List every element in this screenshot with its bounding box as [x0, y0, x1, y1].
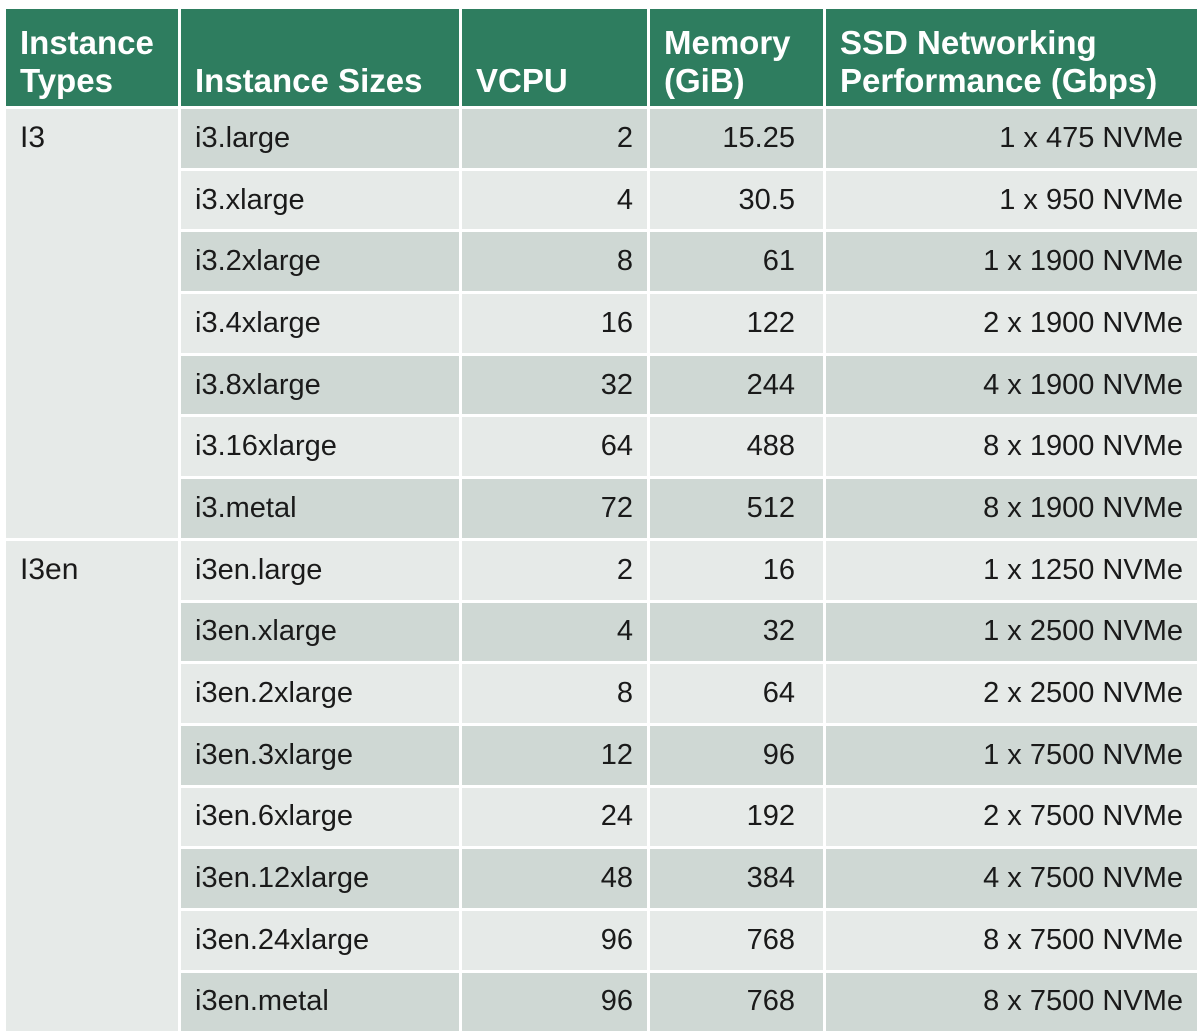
ssd-networking-cell: 4 x 1900 NVMe [823, 352, 1200, 418]
ssd-networking-cell: 2 x 1900 NVMe [823, 291, 1200, 356]
vcpu-cell: 2 [459, 106, 650, 171]
vcpu-cell: 2 [459, 537, 650, 603]
instance-size-cell: i3.8xlarge [178, 352, 462, 418]
vcpu-cell: 96 [459, 907, 650, 973]
table-row: i3en.12xlarge 48 384 4 x 7500 NVMe [5, 846, 1200, 911]
header-instance-types: Instance Types [3, 6, 181, 109]
instance-size-cell: i3en.6xlarge [178, 784, 462, 850]
ssd-networking-cell: 1 x 950 NVMe [823, 167, 1200, 233]
instance-size-cell: i3en.3xlarge [178, 722, 462, 788]
table-body: I3 i3.large 2 15.25 1 x 475 NVMe i3.xlarge 4 30… [3, 106, 1200, 1035]
memory-cell: 122 [647, 291, 826, 356]
header-row: Instance Types Instance Sizes VCPU Memor… [3, 6, 1200, 109]
instance-size-cell: i3.16xlarge [178, 414, 462, 480]
ssd-networking-cell: 2 x 7500 NVMe [823, 784, 1200, 850]
instance-size-cell: i3.metal [178, 476, 462, 541]
instance-size-cell: i3.xlarge [178, 167, 462, 233]
ssd-networking-cell: 1 x 475 NVMe [823, 106, 1200, 171]
table-row: i3.16xlarge 64 488 8 x 1900 NVMe [5, 414, 1200, 480]
ssd-networking-cell: 4 x 7500 NVMe [823, 846, 1200, 911]
vcpu-cell: 48 [459, 846, 650, 911]
memory-cell: 384 [647, 846, 826, 911]
vcpu-cell: 16 [459, 291, 650, 356]
instance-type-cell: I3en [3, 537, 181, 1035]
vcpu-cell: 96 [459, 969, 650, 1035]
table-header: Instance Types Instance Sizes VCPU Memor… [3, 6, 1200, 109]
memory-cell: 768 [647, 969, 826, 1035]
memory-cell: 768 [647, 907, 826, 973]
header-instance-sizes: Instance Sizes [178, 6, 462, 109]
instance-size-cell: i3.large [178, 106, 462, 171]
vcpu-cell: 12 [459, 722, 650, 788]
memory-cell: 192 [647, 784, 826, 850]
instance-size-cell: i3en.large [178, 537, 462, 603]
instance-size-cell: i3en.xlarge [178, 599, 462, 665]
memory-cell: 64 [647, 661, 826, 726]
ssd-networking-cell: 1 x 7500 NVMe [823, 722, 1200, 788]
vcpu-cell: 4 [459, 167, 650, 233]
table-row: i3en.3xlarge 12 96 1 x 7500 NVMe [5, 722, 1200, 788]
header-vcpu: VCPU [459, 6, 650, 109]
memory-cell: 244 [647, 352, 826, 418]
table-row: i3en.metal 96 768 8 x 7500 NVMe [5, 969, 1200, 1035]
memory-cell: 512 [647, 476, 826, 541]
vcpu-cell: 64 [459, 414, 650, 480]
memory-cell: 30.5 [647, 167, 826, 233]
instance-size-cell: i3en.24xlarge [178, 907, 462, 973]
memory-cell: 16 [647, 537, 826, 603]
table-row: I3 i3.large 2 15.25 1 x 475 NVMe [3, 106, 1200, 541]
instance-size-cell: i3en.metal [178, 969, 462, 1035]
ssd-networking-cell: 2 x 2500 NVMe [823, 661, 1200, 726]
memory-cell: 96 [647, 722, 826, 788]
table-row: i3.8xlarge 32 244 4 x 1900 NVMe [5, 352, 1200, 418]
header-memory: Memory (GiB) [647, 6, 826, 109]
ssd-networking-cell: 8 x 1900 NVMe [823, 476, 1200, 541]
table-row: i3en.6xlarge 24 192 2 x 7500 NVMe [5, 784, 1200, 850]
vcpu-cell: 24 [459, 784, 650, 850]
instance-size-cell: i3en.12xlarge [178, 846, 462, 911]
ssd-networking-cell: 1 x 2500 NVMe [823, 599, 1200, 665]
ssd-networking-cell: 8 x 7500 NVMe [823, 907, 1200, 973]
table-row: i3.xlarge 4 30.5 1 x 950 NVMe [5, 167, 1200, 233]
vcpu-cell: 8 [459, 229, 650, 295]
table-row: i3.metal 72 512 8 x 1900 NVMe [5, 476, 1200, 541]
table-row: i3en.24xlarge 96 768 8 x 7500 NVMe [5, 907, 1200, 973]
instance-table-container: Instance Types Instance Sizes VCPU Memor… [3, 6, 1200, 1035]
memory-cell: 15.25 [647, 106, 826, 171]
table-row: i3en.2xlarge 8 64 2 x 2500 NVMe [5, 661, 1200, 726]
vcpu-cell: 4 [459, 599, 650, 665]
table-row: I3en i3en.large 2 16 1 x 1250 NVMe [3, 537, 1200, 1035]
table-row: i3en.xlarge 4 32 1 x 2500 NVMe [5, 599, 1200, 665]
instance-table: Instance Types Instance Sizes VCPU Memor… [3, 6, 1200, 1035]
instance-size-cell: i3.4xlarge [178, 291, 462, 356]
ssd-networking-cell: 8 x 1900 NVMe [823, 414, 1200, 480]
memory-cell: 488 [647, 414, 826, 480]
table-row: i3.2xlarge 8 61 1 x 1900 NVMe [5, 229, 1200, 295]
table-row: i3.4xlarge 16 122 2 x 1900 NVMe [5, 291, 1200, 356]
header-ssd-networking: SSD Networking Performance (Gbps) [823, 6, 1200, 109]
memory-cell: 32 [647, 599, 826, 665]
memory-cell: 61 [647, 229, 826, 295]
vcpu-cell: 32 [459, 352, 650, 418]
ssd-networking-cell: 8 x 7500 NVMe [823, 969, 1200, 1035]
ssd-networking-cell: 1 x 1250 NVMe [823, 537, 1200, 603]
vcpu-cell: 8 [459, 661, 650, 726]
instance-type-cell: I3 [3, 106, 181, 541]
instance-size-cell: i3en.2xlarge [178, 661, 462, 726]
ssd-networking-cell: 1 x 1900 NVMe [823, 229, 1200, 295]
instance-size-cell: i3.2xlarge [178, 229, 462, 295]
vcpu-cell: 72 [459, 476, 650, 541]
